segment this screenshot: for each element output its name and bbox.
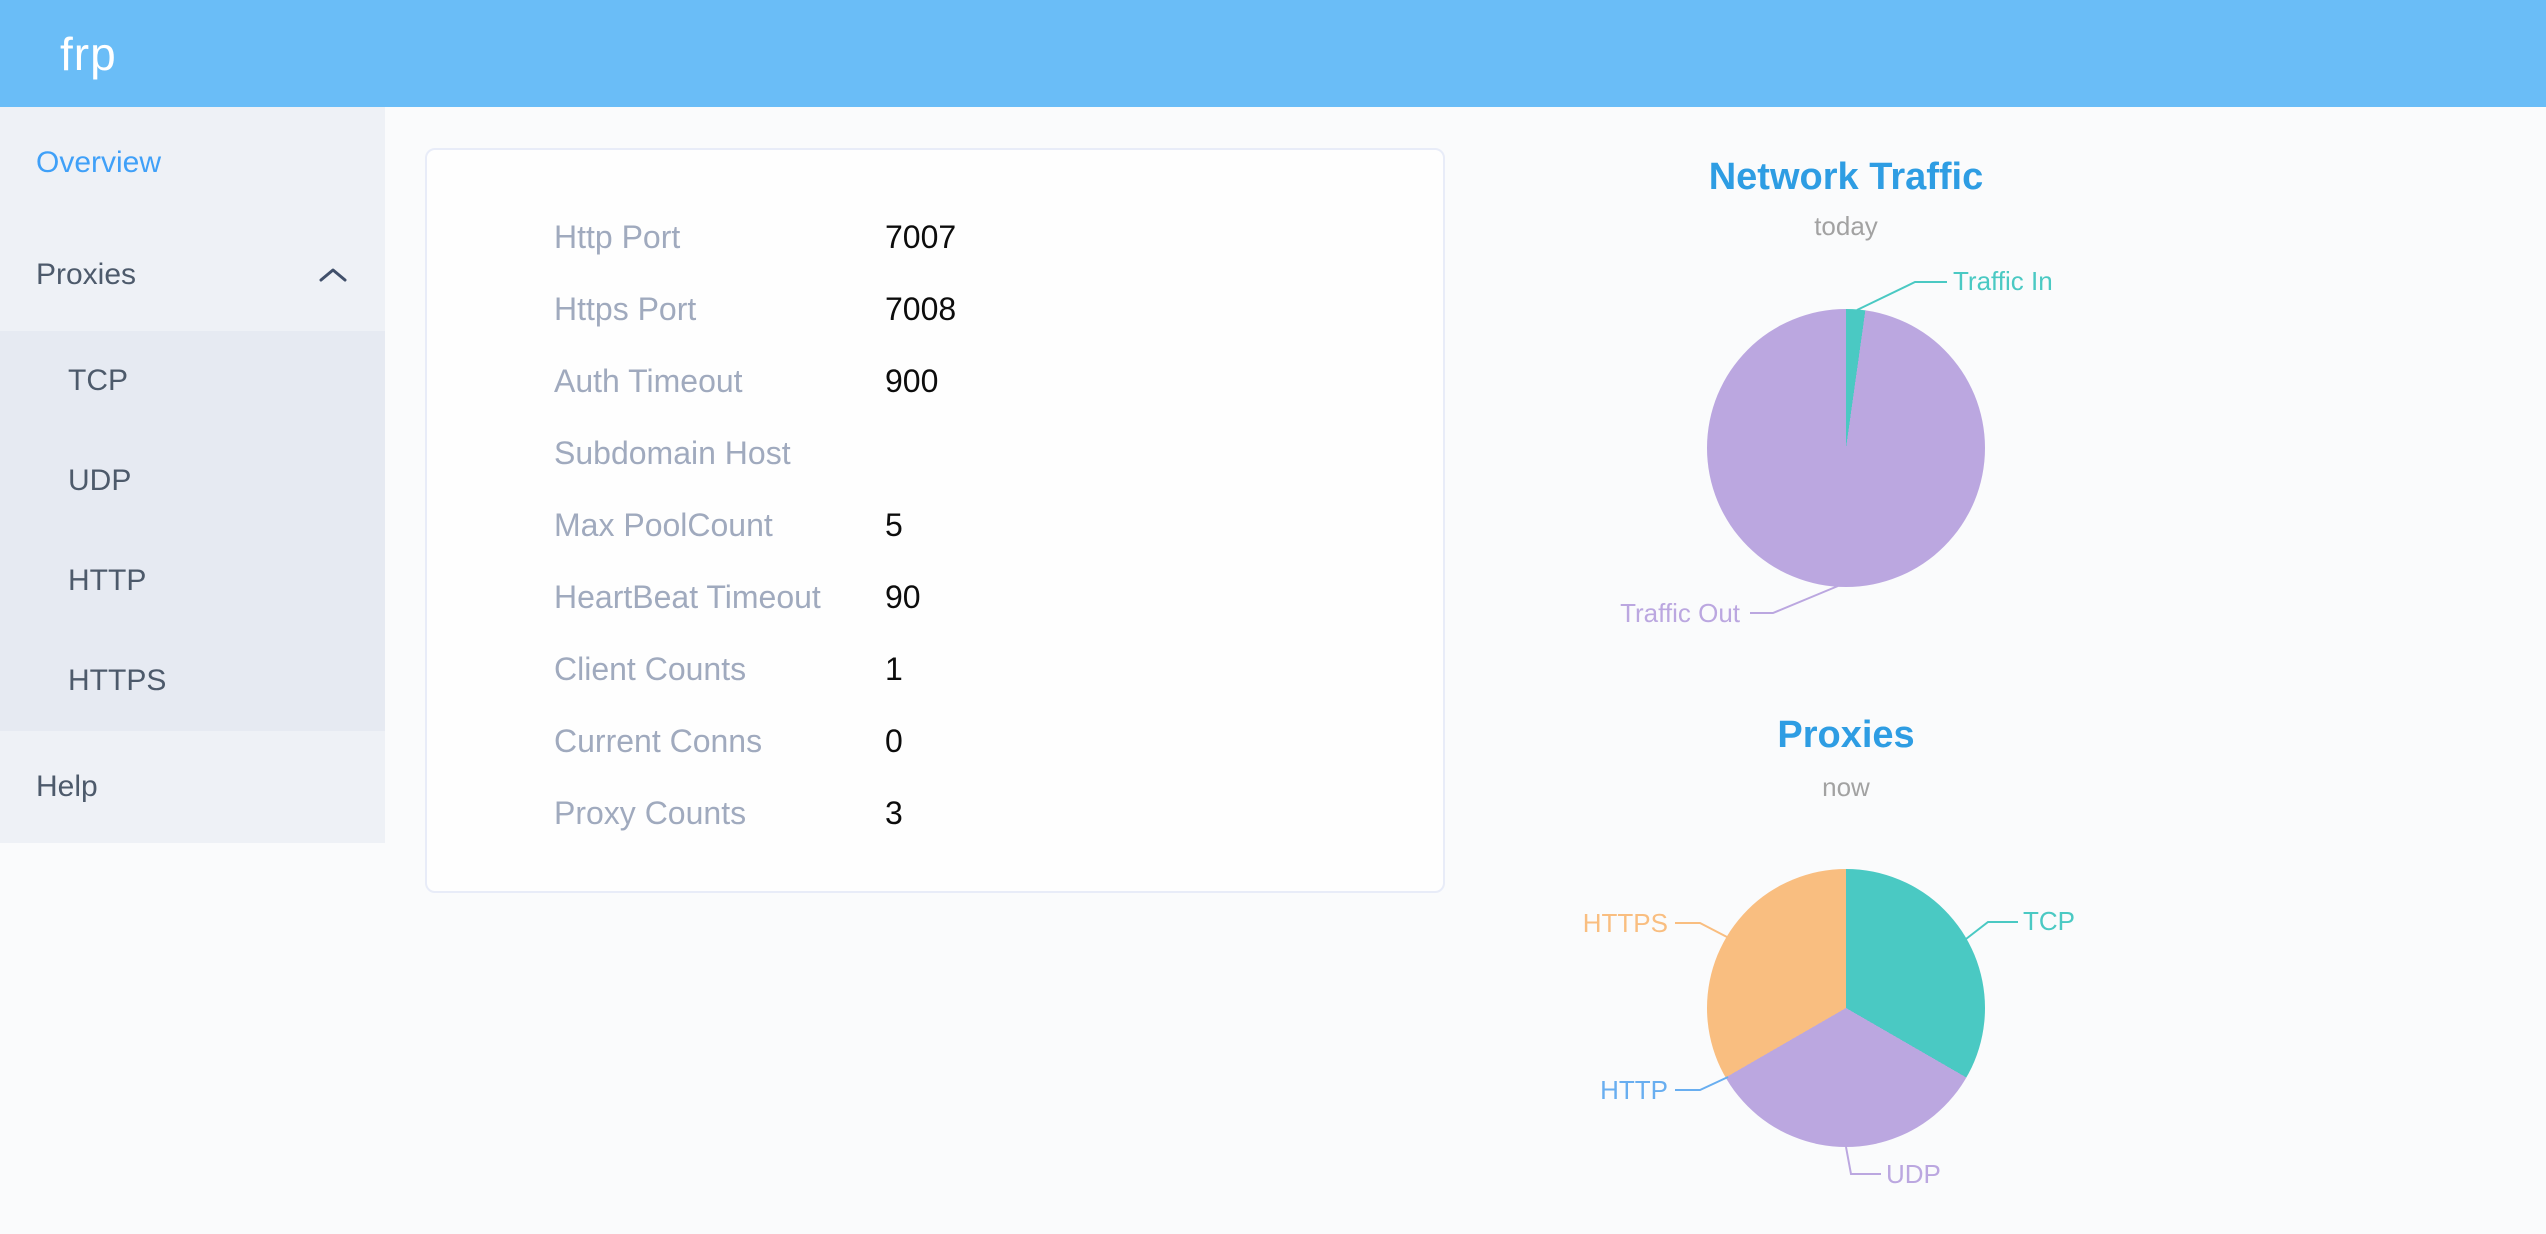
network-traffic-pie[interactable] [1707, 309, 1985, 587]
sidebar-item-https-label: HTTPS [68, 664, 167, 697]
proxies-title: Proxies [1777, 714, 1915, 756]
server-config-card: Http Port 7007 Https Port 7008 Auth Time… [425, 148, 1445, 893]
config-value: 1 [885, 650, 903, 687]
config-label: Auth Timeout [554, 362, 743, 399]
config-row-current-conns: Current Conns 0 [427, 705, 1443, 777]
config-label: Proxy Counts [554, 794, 747, 831]
config-row-subdomain-host: Subdomain Host [427, 417, 1443, 489]
config-row-https-port: Https Port 7008 [427, 273, 1443, 345]
proxies-submenu: TCP UDP HTTP HTTPS [0, 331, 385, 731]
sidebar-item-https[interactable]: HTTPS [0, 631, 385, 731]
sidebar-item-http[interactable]: HTTP [0, 531, 385, 631]
config-row-max-poolcount: Max PoolCount 5 [427, 489, 1443, 561]
config-label: Subdomain Host [554, 434, 791, 471]
config-label: HeartBeat Timeout [554, 578, 821, 615]
config-value: 900 [885, 362, 939, 399]
traffic-out-leader-line [1750, 585, 1839, 614]
config-value: 5 [885, 506, 903, 543]
traffic-in-leader-line [1856, 281, 1947, 311]
proxies-http-label: HTTP [1600, 1075, 1668, 1105]
network-traffic-subtitle: today [1814, 211, 1878, 241]
config-value: 90 [885, 578, 921, 615]
config-label: Client Counts [554, 650, 747, 687]
http-leader-line [1675, 1076, 1729, 1091]
proxies-subtitle: now [1822, 772, 1870, 802]
config-label: Current Conns [554, 722, 763, 759]
config-value: 3 [885, 794, 903, 831]
config-value: 7007 [885, 218, 957, 255]
sidebar-item-udp[interactable]: UDP [0, 431, 385, 531]
udp-leader-line [1845, 1146, 1881, 1175]
sidebar-item-help[interactable]: Help [0, 731, 385, 843]
config-label: Http Port [554, 218, 681, 255]
sidebar-item-http-label: HTTP [68, 564, 147, 597]
sidebar-item-proxies-label: Proxies [36, 258, 137, 291]
proxies-pie[interactable] [1707, 869, 1985, 1147]
config-label: Max PoolCount [554, 506, 773, 543]
config-label: Https Port [554, 290, 697, 327]
network-traffic-title: Network Traffic [1708, 156, 1984, 198]
proxies-https-label: HTTPS [1582, 908, 1668, 938]
https-leader-line [1675, 922, 1728, 938]
proxies-udp-label: UDP [1886, 1159, 1941, 1189]
config-row-heartbeat-timeout: HeartBeat Timeout 90 [427, 561, 1443, 633]
config-value: 7008 [885, 290, 957, 327]
traffic-in-label: Traffic In [1953, 266, 2053, 296]
config-row-http-port: Http Port 7007 [427, 201, 1443, 273]
config-value: 0 [885, 722, 903, 759]
sidebar: Overview Proxies TCP UDP HTTP HTTPS Help [0, 107, 385, 843]
traffic-out-label: Traffic Out [1620, 598, 1740, 628]
sidebar-item-overview[interactable]: Overview [0, 107, 385, 219]
app-header: frp [0, 0, 2546, 107]
config-row-client-counts: Client Counts 1 [427, 633, 1443, 705]
proxies-tcp-label: TCP [2023, 906, 2075, 936]
sidebar-item-overview-label: Overview [36, 146, 162, 179]
sidebar-item-proxies[interactable]: Proxies [0, 219, 385, 331]
sidebar-item-help-label: Help [36, 770, 98, 803]
config-row-proxy-counts: Proxy Counts 3 [427, 777, 1443, 849]
chevron-up-icon [319, 258, 347, 292]
config-row-auth-timeout: Auth Timeout 900 [427, 345, 1443, 417]
tcp-leader-line [1965, 921, 2018, 940]
sidebar-item-tcp[interactable]: TCP [0, 331, 385, 431]
frp-logo: frp [60, 27, 117, 80]
sidebar-item-udp-label: UDP [68, 464, 132, 497]
sidebar-item-tcp-label: TCP [68, 364, 128, 397]
